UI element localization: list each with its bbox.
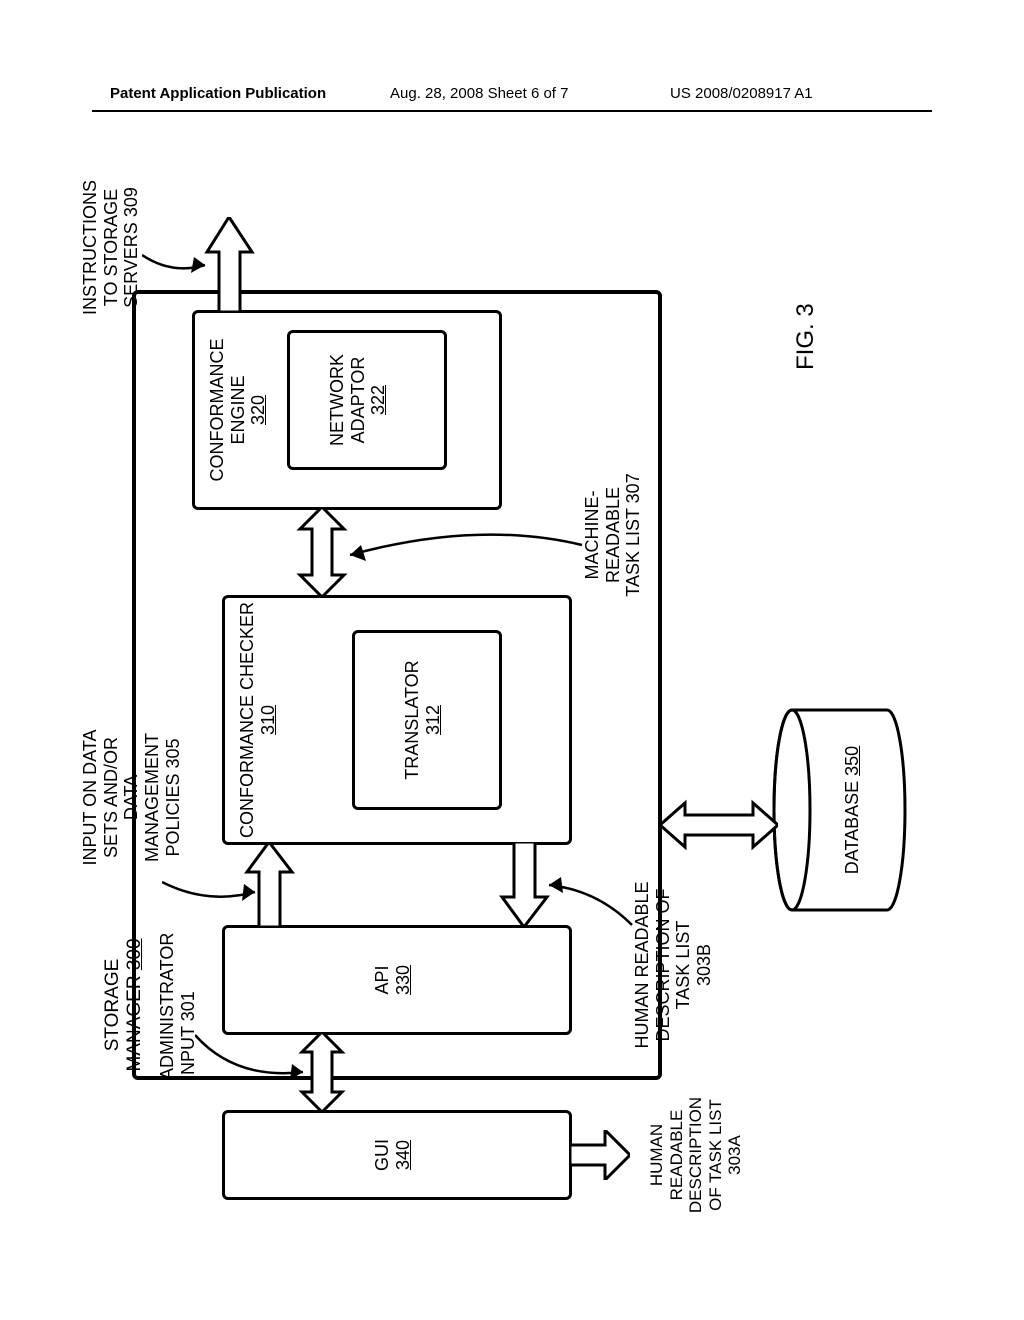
- conformance-engine-title: CONFORMANCE ENGINE: [207, 339, 248, 482]
- instr309-leader: [142, 235, 207, 275]
- input305-ref: 305: [163, 738, 183, 768]
- database-ref: 350: [842, 746, 862, 776]
- database-label: DATABASE 350: [842, 700, 863, 920]
- input305-l1: INPUT ON DATA: [80, 730, 100, 866]
- hr303b-l3: TASK LIST: [673, 921, 693, 1010]
- instr309-l2: TO STORAGE: [101, 189, 121, 306]
- input305-l2: SETS AND/OR: [101, 737, 121, 858]
- conformance-engine-ref: 320: [248, 395, 268, 425]
- hr303b-l2: DESCRIPTION OF: [653, 889, 673, 1042]
- gui-ref: 340: [393, 1140, 413, 1170]
- instr309-l1: INSTRUCTIONS: [80, 180, 100, 315]
- network-adaptor-sub: ADAPTOR: [348, 357, 368, 444]
- checker-engine-arrow: [292, 507, 352, 597]
- hr303b-leader: [547, 870, 637, 930]
- hr303a-l3: DESCRIPTION: [686, 1097, 705, 1213]
- database-title: DATABASE: [842, 781, 862, 874]
- input305-l3: DATA: [121, 775, 141, 820]
- admin-input-label: ADMINISTRATOR INPUT 301: [157, 910, 198, 1080]
- header-mid: Aug. 28, 2008 Sheet 6 of 7: [390, 85, 568, 102]
- figure-caption: FIG. 3: [792, 303, 820, 370]
- hr303a-ref: 303A: [725, 1135, 744, 1175]
- input305-l4: MANAGEMENT: [142, 733, 162, 862]
- hr303a-l2: READABLE: [667, 1110, 686, 1201]
- api-label: API 330: [372, 925, 413, 1035]
- conformance-checker-ref: 310: [258, 705, 278, 735]
- instr309-l3: SERVERS: [121, 222, 141, 308]
- gui-label: GUI 340: [372, 1110, 413, 1200]
- storage-manager-sub: MANAGER: [124, 975, 145, 1071]
- hr303a-label: HUMAN READABLE DESCRIPTION OF TASK LIST …: [647, 1080, 745, 1230]
- figure-3: STORAGE MANAGER 300 GUI 340 API 330 CONF…: [92, 160, 932, 1230]
- storage-manager-ref: 300: [124, 938, 145, 970]
- translator-label: TRANSLATOR 312: [402, 630, 443, 810]
- header-rule: [92, 110, 932, 112]
- network-adaptor-title: NETWORK: [327, 354, 347, 446]
- hr303a-l1: HUMAN: [647, 1124, 666, 1186]
- page-header: Patent Application Publication Aug. 28, …: [0, 85, 1024, 113]
- engine-output-arrow: [202, 217, 257, 312]
- admin-input-l1: ADMINISTRATOR: [157, 933, 177, 1080]
- header-right: US 2008/0208917 A1: [670, 85, 813, 102]
- hr303b-label: HUMAN READABLE DESCRIPTION OF TASK LIST …: [632, 865, 715, 1065]
- figure-wrap: STORAGE MANAGER 300 GUI 340 API 330 CONF…: [92, 160, 932, 1230]
- translator-title: TRANSLATOR: [402, 660, 422, 779]
- hr303b-ref: 303B: [694, 944, 714, 986]
- mr307-l3: TASK LIST: [623, 508, 643, 596]
- mr307-leader: [347, 515, 587, 565]
- checker-database-arrow: [660, 795, 778, 855]
- instr309-ref: 309: [121, 187, 141, 217]
- page: Patent Application Publication Aug. 28, …: [0, 0, 1024, 1320]
- storage-manager-label: STORAGE MANAGER 300: [102, 935, 146, 1075]
- input305-l5: POLICIES: [163, 774, 183, 857]
- input305-leader: [162, 870, 257, 910]
- api-title: API: [372, 966, 392, 995]
- mr307-l2: READABLE: [603, 487, 623, 583]
- conformance-engine-label: CONFORMANCE ENGINE 320: [207, 310, 269, 510]
- gui-title: GUI: [372, 1139, 392, 1171]
- conformance-checker-label: CONFORMANCE CHECKER 310: [237, 595, 278, 845]
- storage-manager-title: STORAGE: [102, 959, 123, 1052]
- api-ref: 330: [393, 965, 413, 995]
- checker-to-api-arrow: [497, 842, 552, 927]
- network-adaptor-ref: 322: [368, 385, 388, 415]
- mr307-ref: 307: [623, 473, 643, 503]
- header-left: Patent Application Publication: [110, 85, 326, 102]
- hr303a-l4: OF TASK LIST: [706, 1099, 725, 1211]
- admin-input-leader: [195, 1030, 305, 1090]
- network-adaptor-label: NETWORK ADAPTOR 322: [327, 330, 389, 470]
- input305-label: INPUT ON DATA SETS AND/OR DATA MANAGEMEN…: [80, 710, 183, 885]
- admin-input-ref: 301: [178, 991, 198, 1021]
- instr309-label: INSTRUCTIONS TO STORAGE SERVERS 309: [80, 160, 142, 335]
- mr307-label: MACHINE- READABLE TASK LIST 307: [582, 455, 644, 615]
- translator-ref: 312: [423, 705, 443, 735]
- gui-output-arrow: [570, 1130, 630, 1180]
- conformance-checker-title: CONFORMANCE CHECKER: [237, 602, 257, 838]
